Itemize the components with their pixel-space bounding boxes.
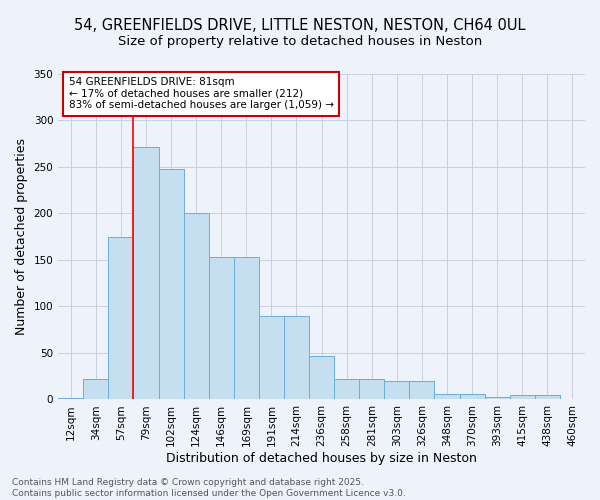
Text: 54 GREENFIELDS DRIVE: 81sqm
← 17% of detached houses are smaller (212)
83% of se: 54 GREENFIELDS DRIVE: 81sqm ← 17% of det… [69,78,334,110]
Bar [83,379,109,400]
Text: 54, GREENFIELDS DRIVE, LITTLE NESTON, NESTON, CH64 0UL: 54, GREENFIELDS DRIVE, LITTLE NESTON, NE… [74,18,526,32]
Bar [309,356,334,400]
Bar [209,257,234,400]
Bar [158,169,184,400]
Text: Size of property relative to detached houses in Neston: Size of property relative to detached ho… [118,35,482,48]
Bar [259,316,284,400]
Bar [284,316,309,400]
Bar [460,394,485,400]
Bar [434,394,460,400]
Bar [58,398,83,400]
Bar [184,214,209,400]
Bar [510,395,535,400]
Y-axis label: Number of detached properties: Number of detached properties [15,138,28,335]
Bar [133,146,158,400]
Bar [234,257,259,400]
X-axis label: Distribution of detached houses by size in Neston: Distribution of detached houses by size … [166,452,477,465]
Text: Contains HM Land Registry data © Crown copyright and database right 2025.
Contai: Contains HM Land Registry data © Crown c… [12,478,406,498]
Bar [359,379,385,400]
Bar [109,236,133,400]
Bar [560,398,585,400]
Bar [535,395,560,400]
Bar [385,381,409,400]
Bar [334,379,359,400]
Bar [485,396,510,400]
Bar [409,381,434,400]
